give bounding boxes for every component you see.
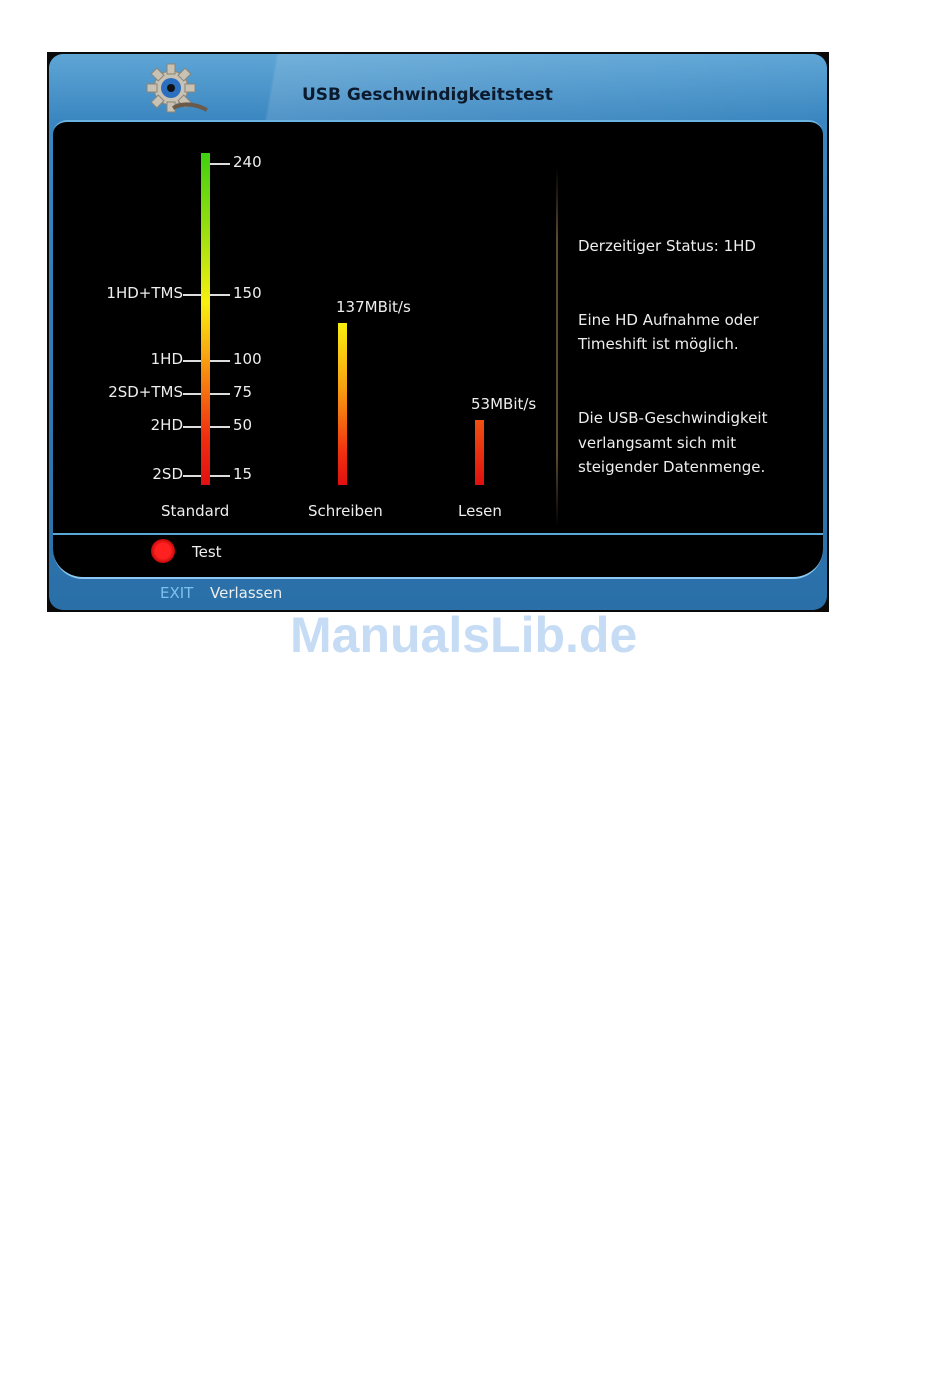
scale-tick-label: 1HD	[150, 350, 183, 368]
content-panel	[53, 120, 823, 579]
scale-tick	[210, 475, 230, 477]
scale-tick-value: 240	[233, 153, 262, 171]
scale-tick-left	[183, 393, 201, 395]
scale-tick-left	[183, 294, 201, 296]
write-caption: Schreiben	[308, 502, 383, 520]
scale-tick-value: 100	[233, 350, 262, 368]
page-title: USB Geschwindigkeitstest	[302, 85, 553, 105]
scale-tick	[210, 163, 230, 165]
info-line: Timeshift ist möglich.	[578, 335, 739, 353]
info-line: Die USB-Geschwindigkeit	[578, 409, 768, 427]
divider	[53, 533, 823, 535]
gear-eye-icon	[146, 63, 208, 113]
exit-key-label[interactable]: EXIT	[160, 584, 194, 602]
standard-scale-bar	[201, 153, 210, 485]
header-gloss	[227, 54, 827, 124]
read-speed-bar	[475, 420, 484, 485]
test-button-label[interactable]: Test	[192, 543, 222, 561]
standard-caption: Standard	[161, 502, 230, 520]
scale-tick-value: 75	[233, 383, 253, 401]
scale-tick-value: 50	[233, 416, 253, 434]
scale-tick	[210, 393, 230, 395]
read-caption: Lesen	[458, 502, 502, 520]
watermark: ManualsLib.de	[290, 607, 638, 663]
scale-tick-label: 2SD	[152, 465, 183, 483]
scale-tick-label: 1HD+TMS	[106, 284, 183, 302]
scale-tick-label: 2HD	[150, 416, 183, 434]
scale-tick-value: 15	[233, 465, 253, 483]
info-line: Eine HD Aufnahme oder	[578, 311, 759, 329]
scale-tick	[210, 426, 230, 428]
red-button-icon[interactable]	[151, 539, 175, 563]
write-speed-bar	[338, 323, 347, 485]
usb-speed-test-window: USB Geschwindigkeitstest 240 150 1HD+TMS 10…	[47, 52, 829, 612]
scale-tick	[210, 360, 230, 362]
scale-tick-left	[183, 360, 201, 362]
scale-tick-left	[183, 475, 201, 477]
column-divider	[556, 167, 558, 527]
exit-button-label[interactable]: Verlassen	[210, 584, 283, 602]
scale-tick-value: 150	[233, 284, 262, 302]
scale-tick-label: 2SD+TMS	[108, 383, 183, 401]
info-line: verlangsamt sich mit	[578, 434, 737, 452]
write-value-label: 137MBit/s	[336, 298, 411, 316]
status-text: Derzeitiger Status: 1HD	[578, 237, 756, 255]
info-line: steigender Datenmenge.	[578, 458, 766, 476]
read-value-label: 53MBit/s	[471, 395, 537, 413]
scale-tick-left	[183, 426, 201, 428]
scale-tick	[210, 294, 230, 296]
